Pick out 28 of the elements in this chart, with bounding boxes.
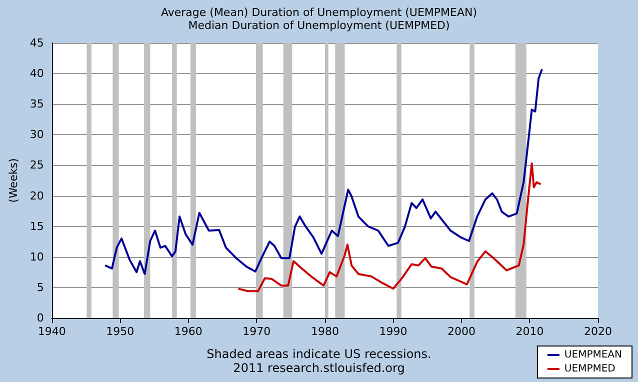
line-series xyxy=(237,162,542,292)
x-tick-label: 2020 xyxy=(584,325,612,338)
legend-label: UEMPMEAN xyxy=(564,350,622,360)
chart-title: Average (Mean) Duration of Unemployment (UEMPMEAN) xyxy=(160,6,478,19)
x-tick-label: 1960 xyxy=(174,325,202,338)
y-tick-label: 5 xyxy=(36,280,44,294)
x-tick-label: 2000 xyxy=(447,325,476,338)
x-tick-label: 2010 xyxy=(516,325,544,338)
y-tick-label: 45 xyxy=(30,36,44,50)
y-tick-label: 15 xyxy=(30,220,44,233)
text: 2011 research.stlouisfed.org xyxy=(233,361,405,375)
y-tick-label: 35 xyxy=(30,98,44,111)
text: Shaded areas indicate US recessions. xyxy=(206,347,432,361)
y-tick-label: 20 xyxy=(30,189,44,202)
x-tick-label: 1980 xyxy=(310,325,339,338)
y-tick-label: 10 xyxy=(30,250,44,264)
x-tick-label: 1990 xyxy=(379,325,408,338)
y-tick-label: 40 xyxy=(30,67,44,80)
y-axis-title: (Weeks) xyxy=(7,158,20,203)
y-tick-label: 30 xyxy=(30,128,44,142)
y-tick-label: 0 xyxy=(36,312,44,324)
legend-label: UEMPMED xyxy=(564,364,616,374)
x-tick-label: 1970 xyxy=(242,325,271,338)
y-tick-label: 25 xyxy=(30,158,44,172)
x-tick-label: 1950 xyxy=(106,325,134,338)
chart-subtitle: Median Duration of Unemployment (UEMPMED) xyxy=(188,19,450,32)
line-series xyxy=(104,68,544,275)
x-tick-label: 1940 xyxy=(38,325,66,338)
